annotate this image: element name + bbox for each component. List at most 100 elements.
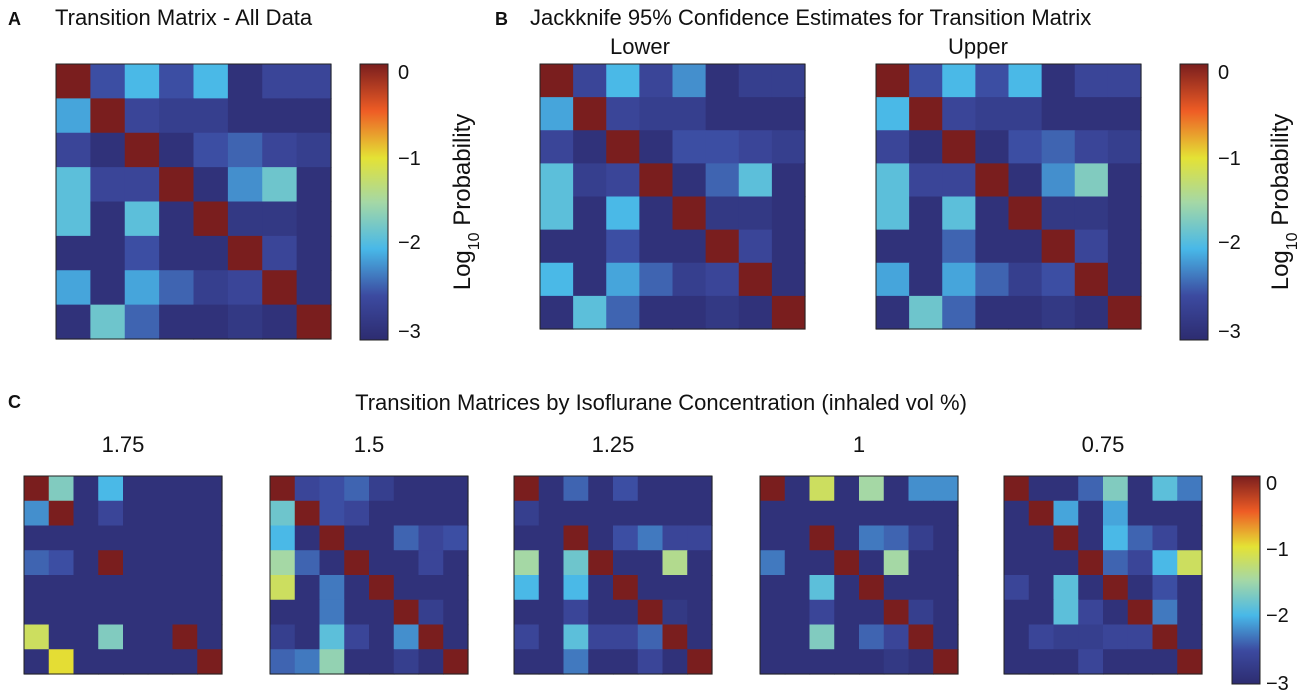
heatmap-frame xyxy=(269,475,469,675)
heatmap-frame xyxy=(759,475,959,675)
heatmap-cell xyxy=(514,550,540,576)
heatmap-cell xyxy=(909,262,943,297)
heatmap-cell xyxy=(24,624,50,650)
heatmap-cell xyxy=(1107,97,1142,131)
heatmap-cell xyxy=(933,649,959,675)
heatmap-cell xyxy=(56,132,91,168)
heatmap-cell xyxy=(159,270,195,306)
heatmap-cell xyxy=(738,64,773,98)
heatmap-cell xyxy=(687,500,713,527)
heatmap-cell xyxy=(98,575,124,601)
heatmap-cell xyxy=(1103,599,1129,626)
heatmap-cell xyxy=(809,575,835,601)
heatmap-cell xyxy=(809,649,835,675)
heatmap-cell xyxy=(296,201,332,237)
heatmap-cell xyxy=(24,575,50,601)
heatmap-cell xyxy=(1053,649,1079,675)
heatmap-cell xyxy=(771,97,806,131)
heatmap-cell xyxy=(540,97,574,131)
heatmap-cell xyxy=(227,235,263,271)
heatmap-cell xyxy=(975,64,1010,98)
heatmap-cell xyxy=(294,525,321,551)
heatmap-cell xyxy=(193,167,229,203)
heatmap-cell xyxy=(1041,196,1076,231)
heatmap-cell xyxy=(514,624,540,650)
heatmap-cell xyxy=(908,649,934,675)
heatmap-cell xyxy=(784,599,811,626)
heatmap-cell xyxy=(319,476,345,502)
heatmap-cell xyxy=(1103,476,1129,502)
heatmap-cell xyxy=(393,649,420,675)
heatmap-cell xyxy=(147,624,174,650)
heatmap-cell xyxy=(1041,64,1076,98)
heatmap-cell xyxy=(705,262,740,297)
heatmap-cell xyxy=(909,295,943,330)
heatmap-1: 1 xyxy=(759,432,959,675)
heatmaps: 1.75 1.5 1.25 1 0.75 xyxy=(23,63,1203,675)
heatmap-cell xyxy=(1078,624,1104,650)
heatmap-cell xyxy=(540,163,574,198)
heatmap-cell xyxy=(443,624,469,650)
heatmap-cell xyxy=(738,262,773,297)
colorbar-b-tick-3: −3 xyxy=(1218,321,1241,343)
heatmap-cell xyxy=(1008,97,1043,131)
heatmap-cell xyxy=(262,270,298,306)
heatmap-cell xyxy=(613,575,639,601)
heatmap-cell xyxy=(159,201,195,237)
heatmap-cell xyxy=(606,64,640,98)
heatmap-cell xyxy=(344,599,370,626)
heatmap-cell xyxy=(193,64,229,99)
heatmap-cell xyxy=(637,500,664,527)
heatmap-cell xyxy=(538,649,565,675)
heatmap-cell xyxy=(48,550,75,576)
heatmap-cell xyxy=(124,304,160,340)
heatmap-cell xyxy=(1008,196,1043,231)
heatmap-cell xyxy=(909,130,943,164)
heatmap-all-data xyxy=(55,63,332,340)
heatmap-cell xyxy=(760,624,786,650)
heatmap-cell xyxy=(1008,229,1043,264)
heatmap-frame xyxy=(23,475,223,675)
heatmap-cell xyxy=(563,550,589,576)
colorbar-a-gradient xyxy=(359,63,389,341)
heatmap-cell xyxy=(859,476,885,502)
heatmap-cell xyxy=(1041,97,1076,131)
heatmap-cell xyxy=(908,550,934,576)
heatmap-cell xyxy=(784,500,811,527)
colorbar-c-tick-3: −3 xyxy=(1266,673,1289,695)
heatmap-cell xyxy=(193,98,229,134)
heatmap-cell xyxy=(24,550,50,576)
heatmap-cell xyxy=(1103,575,1129,601)
heatmap-cell xyxy=(1074,64,1109,98)
heatmap-cell xyxy=(1152,500,1178,527)
heatmap-cell xyxy=(883,649,910,675)
heatmap-cell xyxy=(563,624,589,650)
colorbar-a-tick-0: 0 xyxy=(398,62,409,84)
heatmap-cell xyxy=(294,575,321,601)
heatmap-cell xyxy=(296,167,332,203)
heatmap-cell xyxy=(1177,575,1203,601)
heatmap-cell xyxy=(883,575,910,601)
heatmap-cell xyxy=(418,624,444,650)
heatmap-cell xyxy=(124,132,160,168)
heatmap-cell xyxy=(90,132,126,168)
heatmap-cell xyxy=(73,575,99,601)
heatmap-cell xyxy=(147,525,174,551)
heatmap-cell xyxy=(270,525,296,551)
heatmap-cell xyxy=(639,163,674,198)
heatmap-cell xyxy=(1008,295,1043,330)
heatmap-cell xyxy=(227,98,263,134)
panel-a-letter: A xyxy=(8,9,21,29)
heatmap-cell xyxy=(73,525,99,551)
heatmap-cell xyxy=(705,229,740,264)
colorbar-b-tick-0: 0 xyxy=(1218,62,1229,84)
heatmap-cell xyxy=(909,196,943,231)
heatmap-cell xyxy=(90,304,126,340)
heatmap-cell xyxy=(418,550,444,576)
heatmap-cell xyxy=(1028,500,1055,527)
heatmap-cell xyxy=(514,649,540,675)
heatmap-cell xyxy=(859,649,885,675)
heatmap-cell xyxy=(159,98,195,134)
heatmap-cell xyxy=(124,235,160,271)
heatmap-cell xyxy=(344,476,370,502)
